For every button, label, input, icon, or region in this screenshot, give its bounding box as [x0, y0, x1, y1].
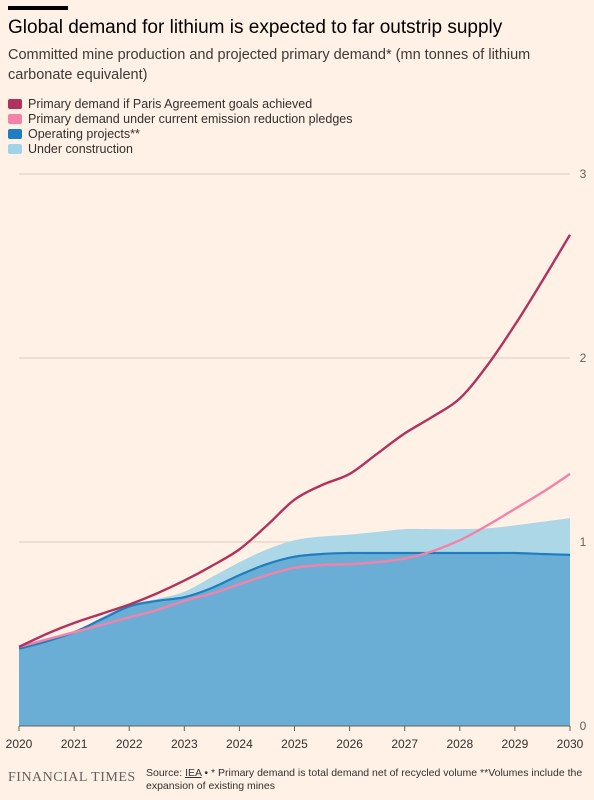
legend-item-construction: Under construction — [8, 141, 578, 156]
source-prefix: Source: — [146, 767, 183, 779]
legend-item-operating: Operating projects** — [8, 126, 578, 141]
lithium-chart: 0 1 2 3 2020 2021 2022 2023 2024 2025 2026 2027 2028… — [6, 167, 587, 751]
chart-subtitle: Committed mine production and projected … — [8, 47, 531, 83]
ft-logo: FINANCIAL TIMES — [8, 770, 136, 785]
legend-swatch-construction — [8, 143, 22, 154]
line-demand-paris — [18, 234, 572, 648]
source-footnote: • * Primary demand is total demand net o… — [146, 767, 583, 792]
y-tick-label-0: 0 — [580, 719, 587, 733]
legend-label-construction: Under construction — [28, 141, 133, 156]
area-operating-projects — [19, 552, 570, 726]
chart-legend: Primary demand if Paris Agreement goals … — [8, 96, 578, 156]
footer: FINANCIAL TIMES Source: IEA • * Primary … — [0, 760, 594, 800]
legend-item-paris: Primary demand if Paris Agreement goals … — [8, 96, 578, 111]
y-tick-label-2: 2 — [580, 351, 587, 365]
x-tick-label-2022: 2022 — [116, 737, 143, 751]
legend-swatch-pledges — [8, 113, 22, 124]
legend-swatch-operating — [8, 128, 22, 139]
x-tick-label-2029: 2029 — [502, 737, 529, 751]
y-tick-label-3: 3 — [580, 167, 587, 181]
x-tick-label-2024: 2024 — [226, 737, 253, 751]
legend-label-pledges: Primary demand under current emission re… — [28, 111, 353, 126]
x-tick-label-2025: 2025 — [281, 737, 308, 751]
line-operating-projects — [18, 551, 571, 650]
legend-item-pledges: Primary demand under current emission re… — [8, 111, 578, 126]
chart-title: Global demand for lithium is expected to… — [8, 17, 503, 38]
legend-swatch-paris — [8, 98, 22, 109]
ft-top-rule — [8, 6, 68, 10]
x-tick-label-2021: 2021 — [61, 737, 88, 751]
legend-label-operating: Operating projects** — [28, 126, 140, 141]
source-note: Source: IEA • * Primary demand is total … — [146, 767, 586, 793]
x-tick-label-2030: 2030 — [557, 737, 584, 751]
y-tick-label-1: 1 — [580, 535, 587, 549]
source-link[interactable]: IEA — [185, 767, 202, 779]
legend-label-paris: Primary demand if Paris Agreement goals … — [28, 96, 313, 111]
x-tick-label-2028: 2028 — [446, 737, 473, 751]
line-demand-pledges — [18, 472, 571, 649]
x-tick-label-2027: 2027 — [391, 737, 418, 751]
x-tick-label-2020: 2020 — [6, 737, 33, 751]
x-tick-label-2026: 2026 — [336, 737, 363, 751]
x-tick-label-2023: 2023 — [171, 737, 198, 751]
